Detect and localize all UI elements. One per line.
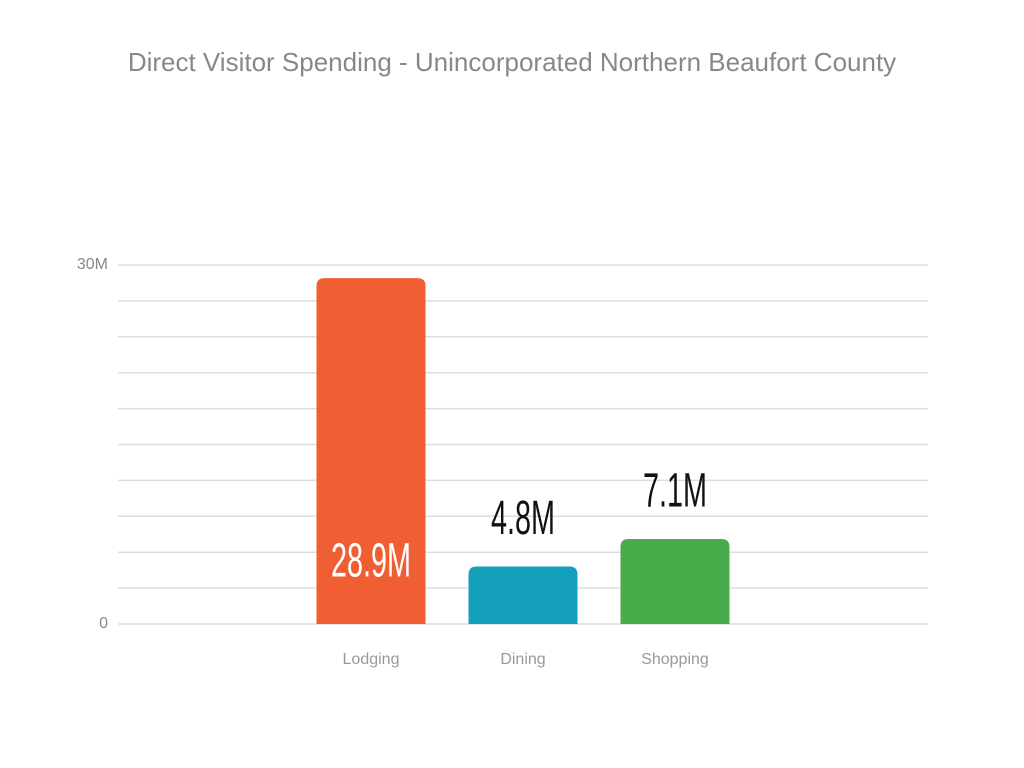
x-tick-label: Shopping (641, 651, 709, 668)
y-tick-label: 30M (77, 256, 108, 273)
bar (468, 566, 578, 624)
x-tick-label: Dining (500, 651, 545, 668)
bar (620, 539, 730, 624)
value-label: 28.9M (331, 534, 411, 587)
y-tick-label: 0 (99, 615, 108, 632)
value-label: 4.8M (491, 492, 555, 545)
x-tick-label: Lodging (343, 651, 400, 668)
value-label: 7.1M (643, 464, 707, 517)
bar (316, 278, 426, 624)
chart-title: Direct Visitor Spending - Unincorporated… (128, 47, 896, 77)
